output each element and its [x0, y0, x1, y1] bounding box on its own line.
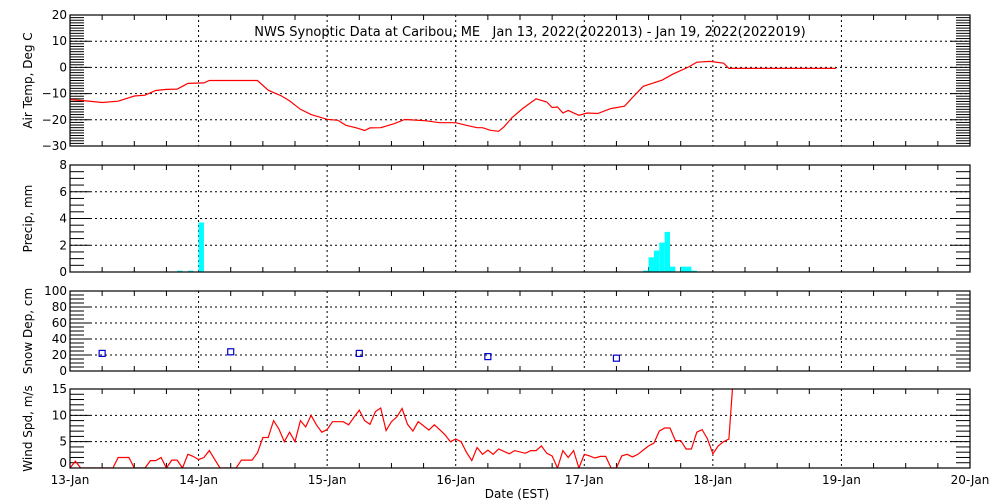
y-tick-label: 10 — [52, 34, 67, 48]
y-tick-label: 60 — [52, 316, 67, 330]
y-tick-label: 6 — [59, 185, 67, 199]
y-tick-label: 100 — [44, 284, 67, 298]
air-temp-frame — [69, 14, 971, 147]
x-tick-label: 14-Jan — [179, 473, 218, 487]
wind-speed-frame — [69, 388, 971, 469]
x-tick-label: 15-Jan — [308, 473, 347, 487]
y-axis-label: Wind Spd, m/s — [21, 385, 35, 471]
precip-bar — [653, 250, 660, 272]
y-tick-label: 5 — [59, 435, 67, 449]
snow-depth-point — [227, 348, 235, 356]
x-tick-label: 18-Jan — [693, 473, 732, 487]
snow-depth-series — [98, 348, 621, 362]
precip-bar — [187, 270, 194, 272]
y-tick-label: 2 — [59, 238, 67, 252]
air-temp-panel: 20 10 0 −10 −20 −30 Air Temp, Deg C — [21, 8, 971, 153]
y-tick-label: 80 — [52, 300, 67, 314]
y-tick-label: 0 — [59, 265, 67, 279]
chart-title: NWS Synoptic Data at Caribou, ME Jan 13,… — [254, 25, 805, 40]
snow-depth-point — [355, 349, 363, 357]
y-tick-label: 10 — [52, 408, 67, 422]
x-tick-label: 16-Jan — [436, 473, 475, 487]
snow-depth-point — [612, 354, 621, 362]
y-tick-label: 20 — [52, 8, 67, 22]
snow-depth-frame — [69, 290, 971, 372]
y-tick-label: 4 — [59, 212, 67, 226]
snow-depth-panel: 100 80 60 40 20 0 Snow Dep, cm — [21, 284, 971, 378]
precip-bar — [680, 266, 687, 272]
x-tick-labels: 13-Jan 14-Jan 15-Jan 16-Jan 17-Jan 18-Jan 19-J… — [51, 473, 990, 487]
y-axis-label: Air Temp, Deg C — [21, 32, 35, 128]
wind-speed-series — [70, 389, 734, 468]
x-tick-label: 20-Jan — [951, 473, 990, 487]
y-axis-label: Precip, mm — [21, 185, 35, 253]
snow-depth-point — [98, 349, 106, 357]
x-tick-label: 13-Jan — [51, 473, 90, 487]
precip-bar — [670, 266, 676, 272]
air-temp-line — [70, 60, 837, 132]
y-tick-label: −20 — [42, 113, 67, 127]
air-temp-series — [70, 60, 837, 132]
wind-speed-panel: 15 10 5 0 Wind Spd, m/s — [21, 382, 971, 472]
y-tick-label: 40 — [52, 332, 67, 346]
precip-bar — [659, 242, 665, 272]
y-tick-label: 8 — [59, 158, 67, 172]
precip-bar — [177, 270, 183, 272]
precip-bar — [664, 231, 670, 272]
wind-speed-line — [70, 389, 734, 468]
y-tick-label: 0 — [59, 364, 67, 378]
y-tick-label: 20 — [52, 348, 67, 362]
precip-bar — [198, 222, 204, 272]
precip-panel: 8 6 4 2 0 Precip, mm — [21, 158, 971, 279]
precip-bar — [686, 266, 692, 272]
y-tick-label: −10 — [42, 87, 67, 101]
precip-series — [177, 222, 697, 272]
precip-bar — [648, 257, 654, 272]
y-tick-label: −30 — [42, 139, 67, 153]
x-axis-label: Date (EST) — [485, 487, 549, 500]
y-axis-label: Snow Dep, cm — [21, 288, 35, 374]
precip-bar — [643, 270, 649, 272]
y-tick-label: 0 — [59, 456, 67, 470]
x-tick-label: 19-Jan — [822, 473, 861, 487]
snow-depth-point — [484, 353, 492, 361]
x-tick-label: 17-Jan — [565, 473, 604, 487]
y-tick-label: 0 — [59, 60, 67, 74]
precip-bar — [691, 270, 697, 272]
y-tick-label: 15 — [52, 382, 67, 396]
precip-frame — [69, 164, 971, 273]
